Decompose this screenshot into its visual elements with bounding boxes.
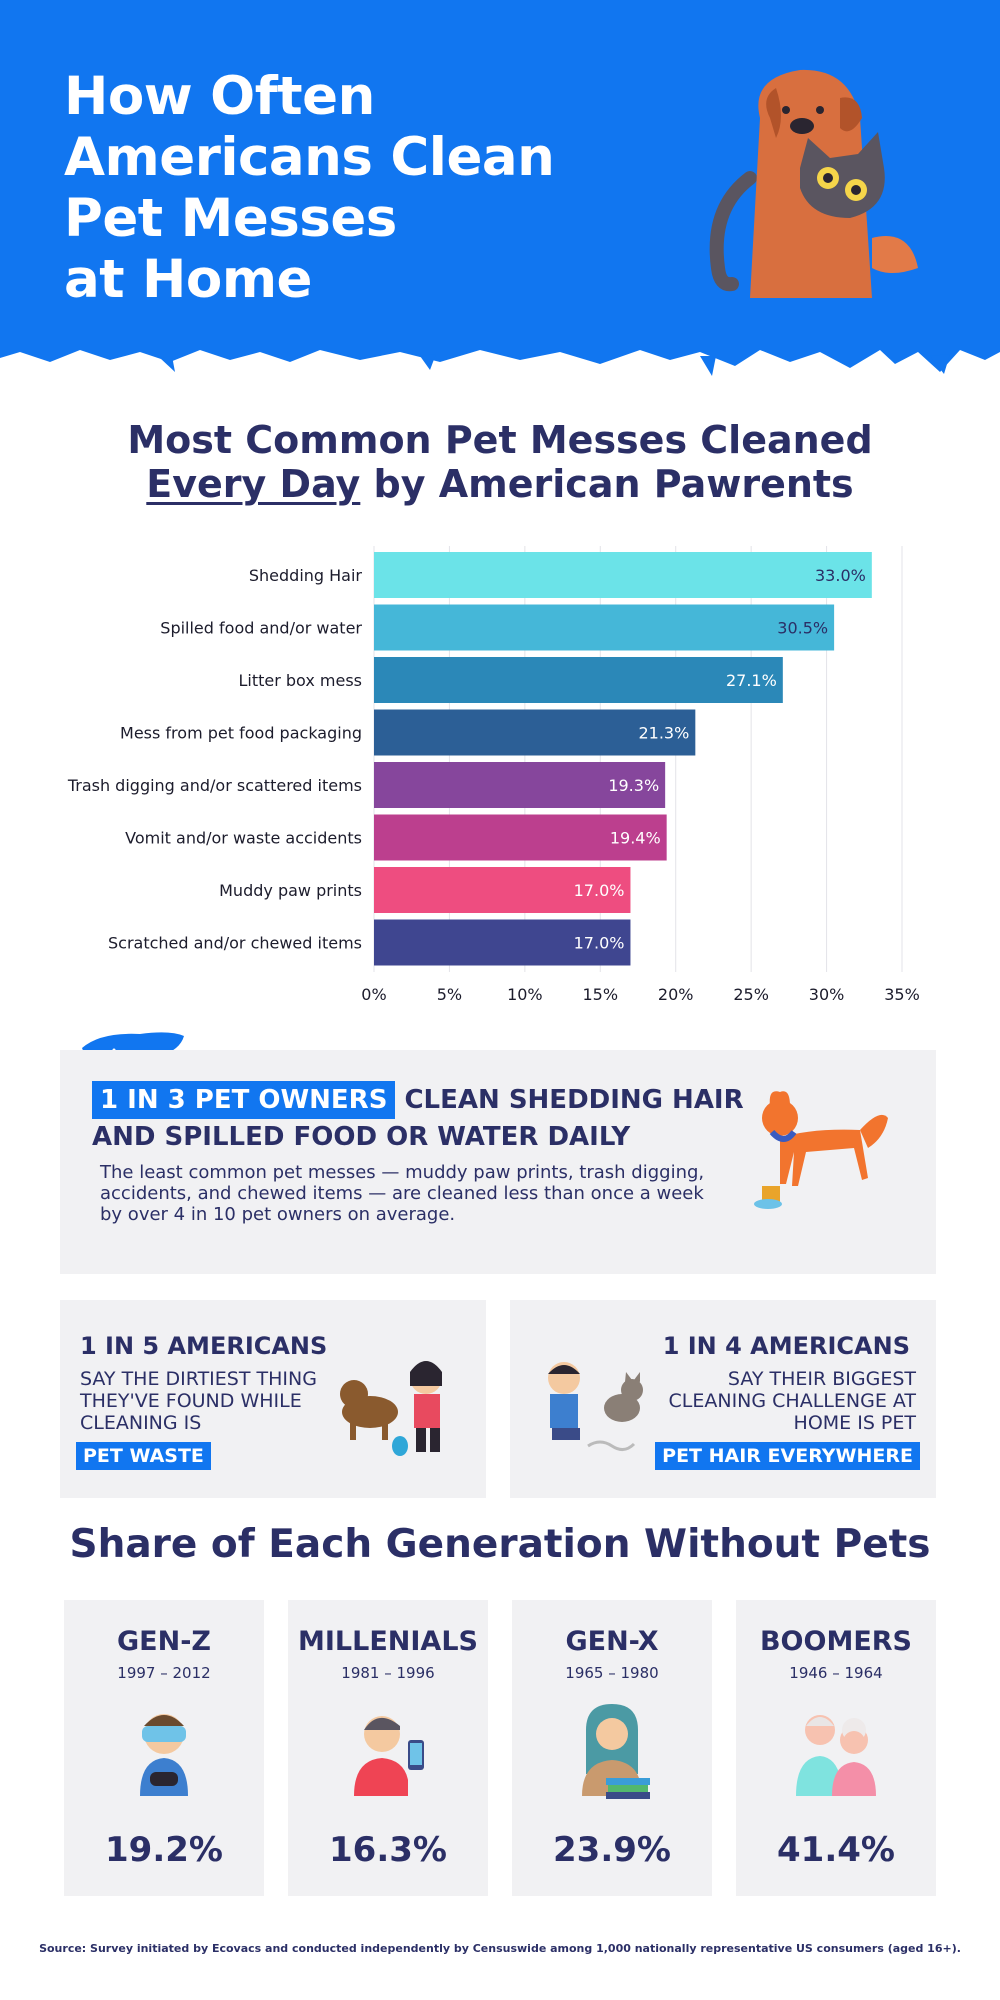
generation-years: 1946 – 1964 [789,1664,883,1682]
x-tick-label: 25% [733,985,769,1000]
x-tick-label: 30% [809,985,845,1000]
bar [374,552,872,598]
boy-with-cat-icon [548,1362,643,1451]
x-tick-label: 20% [658,985,694,1000]
title-line: How Often [64,66,375,127]
stat-card-dirtiest: 1 IN 5 AMERICANS SAY THE DIRTIEST THING … [60,1300,486,1498]
bar-value-label: 19.4% [610,829,661,848]
generation-value: 19.2% [105,1830,223,1870]
bar [374,867,631,913]
elderly-couple-icon [796,1715,876,1796]
gamer-vr-icon [140,1714,188,1796]
generation-years: 1965 – 1980 [565,1664,659,1682]
category-label: Muddy paw prints [219,881,362,900]
bar-value-label: 17.0% [574,934,625,953]
generation-years: 1981 – 1996 [341,1664,435,1682]
stat-card-challenge: 1 IN 4 AMERICANS SAY THEIR BIGGEST CLEAN… [510,1300,936,1498]
stat-badge: PET WASTE [76,1442,211,1470]
category-label: Spilled food and/or water [160,619,362,638]
chart-heading-rest: by American Pawrents [360,462,854,506]
category-label: Litter box mess [238,671,362,690]
chart-heading-line2: Every Day by American Pawrents [0,462,1000,506]
highlight-badge: 1 IN 3 PET OWNERS [92,1081,396,1119]
chart-heading-line1: Most Common Pet Messes Cleaned [127,418,873,462]
reader-books-icon [582,1704,650,1799]
generation-name: GEN-X [565,1626,659,1657]
bar-value-label: 21.3% [638,724,689,743]
bar-value-label: 33.0% [815,566,866,585]
title-line: at Home [64,249,313,310]
generation-value: 23.9% [553,1830,671,1870]
generation-card-gen-z: GEN-Z 1997 – 2012 19.2% [64,1600,264,1896]
x-tick-label: 15% [583,985,619,1000]
generation-card-boomers: BOOMERS 1946 – 1964 41.4% [736,1600,936,1896]
generation-name: MILLENIALS [298,1626,478,1657]
chart-heading: Most Common Pet Messes Cleaned Every Day… [0,418,1000,506]
header-banner: How Often Americans Clean Pet Messes at … [0,0,1000,390]
source-note: Source: Survey initiated by Ecovacs and … [39,1942,961,1955]
highlight-body: The least common pet messes — muddy paw … [100,1162,705,1225]
girl-walking-dog-icon [340,1361,442,1456]
x-tick-label: 10% [507,985,543,1000]
stat-title: 1 IN 5 AMERICANS [80,1332,328,1360]
generation-name: GEN-Z [117,1626,211,1657]
bar [374,814,667,861]
stat-badge: PET HAIR EVERYWHERE [655,1442,920,1470]
bar [374,762,666,808]
x-tick-label: 5% [437,985,462,1000]
bar [374,919,631,966]
dog-spill-illustration [754,1091,888,1209]
page-title: How Often Americans Clean Pet Messes at … [64,66,624,310]
highlight-headline-line2: AND SPILLED FOOD OR WATER DAILY [92,1122,631,1152]
header-background [0,0,1000,376]
bar-value-label: 19.3% [608,776,659,795]
x-tick-label: 0% [361,985,386,1000]
generation-name: BOOMERS [759,1626,913,1657]
chart-heading-underlined: Every Day [146,462,361,506]
x-tick-label: 35% [884,985,920,1000]
generation-heading: Share of Each Generation Without Pets [69,1522,931,1567]
stat-title: 1 IN 4 AMERICANS [662,1332,910,1360]
generation-years: 1997 – 2012 [117,1664,211,1682]
bar-value-label: 27.1% [726,671,777,690]
generation-value: 41.4% [777,1830,895,1870]
bar [374,604,835,651]
stat-text: SAY THEIR BIGGEST CLEANING CHALLENGE AT … [668,1368,916,1434]
bar-chart-svg: 33.0% Shedding Hair 30.5% Spilled food and/… [67,546,920,1000]
bar-value-label: 30.5% [777,619,828,638]
generation-card-gen-x: GEN-X 1965 – 1980 23.9% [512,1600,712,1896]
bar-chart: 33.0% Shedding Hair 30.5% Spilled food and/… [0,540,1000,1000]
category-label: Trash digging and/or scattered items [67,776,362,795]
category-label: Scratched and/or chewed items [108,934,362,953]
dog-and-cat-illustration [709,69,918,298]
stat-text: SAY THE DIRTIEST THING THEY'VE FOUND WHI… [80,1368,317,1434]
category-label: Mess from pet food packaging [120,724,362,743]
category-label: Vomit and/or waste accidents [125,829,362,848]
bar [374,657,783,703]
title-line: Pet Messes [64,188,397,249]
generation-card-millenials: MILLENIALS 1981 – 1996 16.3% [288,1600,488,1896]
generation-value: 16.3% [329,1830,447,1870]
bar-value-label: 17.0% [574,881,625,900]
bar [374,709,696,756]
title-line: Americans Clean [64,127,555,188]
category-label: Shedding Hair [249,566,363,585]
highlight-headline-rest: CLEAN SHEDDING HAIR [395,1085,744,1115]
phone-user-icon [354,1716,424,1796]
highlight-headline: 1 IN 3 PET OWNERS CLEAN SHEDDING HAIR [92,1081,744,1119]
